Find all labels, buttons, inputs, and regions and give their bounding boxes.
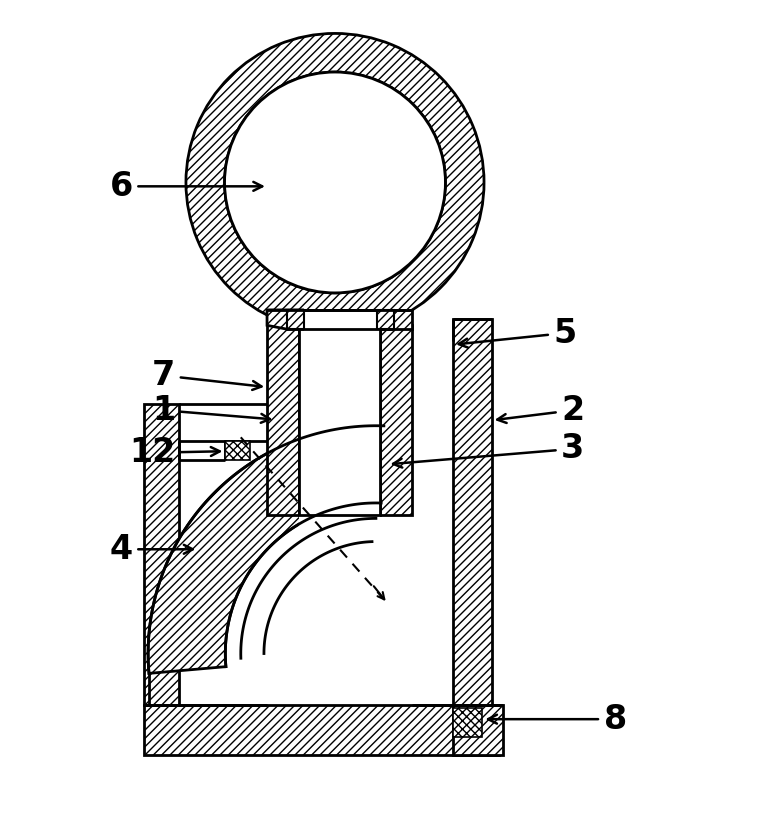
Bar: [453, 706, 503, 756]
Bar: [226, 441, 250, 461]
Wedge shape: [186, 33, 484, 332]
Bar: [287, 310, 304, 329]
Bar: [144, 706, 499, 756]
Bar: [144, 404, 179, 706]
Polygon shape: [148, 426, 384, 673]
Text: 6: 6: [109, 170, 262, 203]
Text: 2: 2: [498, 394, 584, 426]
Text: 3: 3: [393, 432, 584, 467]
Bar: [380, 325, 412, 514]
Polygon shape: [380, 310, 412, 329]
Bar: [453, 707, 483, 737]
Bar: [267, 325, 299, 514]
Bar: [377, 310, 394, 329]
Bar: [287, 310, 391, 329]
Bar: [299, 325, 380, 514]
Text: 12: 12: [129, 436, 220, 469]
Text: 7: 7: [152, 359, 261, 392]
Text: 5: 5: [459, 317, 577, 349]
Bar: [453, 319, 492, 706]
Text: 1: 1: [152, 394, 270, 426]
Circle shape: [225, 72, 446, 293]
Polygon shape: [267, 310, 302, 329]
Text: 8: 8: [488, 703, 627, 736]
Text: 4: 4: [109, 533, 193, 566]
Bar: [299, 514, 380, 654]
